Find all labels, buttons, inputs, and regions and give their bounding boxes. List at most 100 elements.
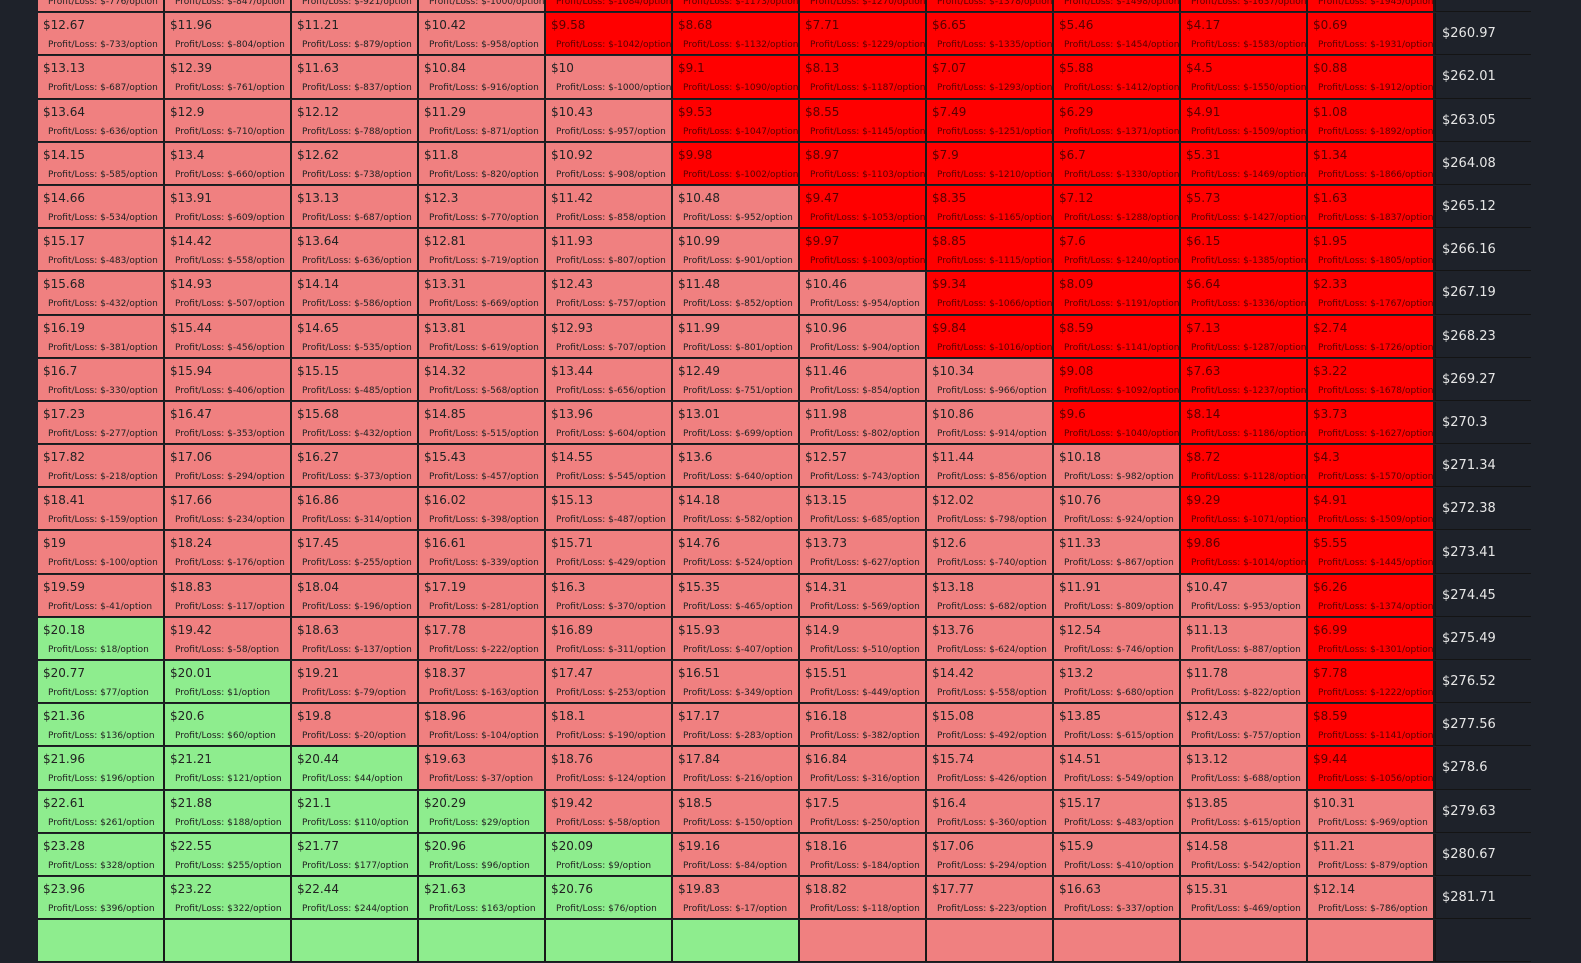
option-price-cell[interactable]: $19.83 Profit/Loss: $-17/option [673,876,800,920]
option-price-cell[interactable]: $15.68 Profit/Loss: $-432/option [292,401,419,445]
option-price-cell[interactable]: $16.18 Profit/Loss: $-382/option [800,704,927,747]
option-price-cell[interactable]: $16.4 Profit/Loss: $-360/option [927,790,1054,833]
option-price-cell[interactable]: $14.9 Profit/Loss: $-510/option [800,617,927,660]
option-price-cell[interactable]: Profit/Loss: $-1498/option [1054,0,1181,13]
option-price-cell[interactable]: $18.24 Profit/Loss: $-176/option [165,531,292,574]
option-price-cell[interactable]: $9.47 Profit/Loss: $-1053/option [800,185,927,229]
option-price-cell[interactable]: $13.01 Profit/Loss: $-699/option [673,401,800,445]
option-price-cell[interactable]: $10.47 Profit/Loss: $-953/option [1181,574,1308,617]
option-price-cell[interactable]: $12.57 Profit/Loss: $-743/option [800,445,927,488]
option-price-cell[interactable]: $5.55 Profit/Loss: $-1445/option [1308,531,1435,574]
option-price-cell[interactable]: $10.99 Profit/Loss: $-901/option [673,229,800,272]
option-price-cell[interactable] [673,920,800,963]
option-price-cell[interactable]: $6.64 Profit/Loss: $-1336/option [1181,272,1308,315]
option-price-cell[interactable]: $11.21 Profit/Loss: $-879/option [1308,833,1435,876]
option-price-cell[interactable]: $15.15 Profit/Loss: $-485/option [292,358,419,401]
option-price-cell[interactable]: $10.92 Profit/Loss: $-908/option [546,142,673,185]
option-price-cell[interactable]: $14.42 Profit/Loss: $-558/option [165,229,292,272]
option-price-cell[interactable]: $6.29 Profit/Loss: $-1371/option [1054,99,1181,142]
option-price-cell[interactable]: $15.44 Profit/Loss: $-456/option [165,315,292,358]
option-price-cell[interactable]: $6.15 Profit/Loss: $-1385/option [1181,229,1308,272]
option-price-cell[interactable]: $13.96 Profit/Loss: $-604/option [546,401,673,445]
option-price-cell[interactable]: Profit/Loss: $-921/option [292,0,419,13]
option-price-cell[interactable]: $16.47 Profit/Loss: $-353/option [165,401,292,445]
option-price-cell[interactable]: $12.3 Profit/Loss: $-770/option [419,185,546,229]
option-price-cell[interactable]: $1.08 Profit/Loss: $-1892/option [1308,99,1435,142]
option-price-cell[interactable]: $15.68 Profit/Loss: $-432/option [38,272,165,315]
option-price-cell[interactable]: $13.85 Profit/Loss: $-615/option [1181,790,1308,833]
option-price-cell[interactable]: $17.66 Profit/Loss: $-234/option [165,488,292,531]
option-price-cell[interactable]: $13.91 Profit/Loss: $-609/option [165,185,292,229]
option-price-cell[interactable]: $18.96 Profit/Loss: $-104/option [419,704,546,747]
option-price-cell[interactable]: $9.29 Profit/Loss: $-1071/option [1181,488,1308,531]
option-price-cell[interactable]: $19.16 Profit/Loss: $-84/option [673,833,800,876]
option-price-cell[interactable]: $13.13 Profit/Loss: $-687/option [292,185,419,229]
option-price-cell[interactable]: $13.15 Profit/Loss: $-685/option [800,488,927,531]
option-price-cell[interactable]: $2.74 Profit/Loss: $-1726/option [1308,315,1435,358]
option-price-cell[interactable]: Profit/Loss: $-1945/option [1308,0,1435,13]
option-price-cell[interactable]: Profit/Loss: $-1270/option [800,0,927,13]
option-price-cell[interactable]: $2.33 Profit/Loss: $-1767/option [1308,272,1435,315]
option-price-cell[interactable]: $17.06 Profit/Loss: $-294/option [165,445,292,488]
option-price-cell[interactable]: $10.18 Profit/Loss: $-982/option [1054,445,1181,488]
option-price-cell[interactable]: $19.63 Profit/Loss: $-37/option [419,747,546,790]
option-price-cell[interactable]: Profit/Loss: $-776/option [38,0,165,13]
option-price-cell[interactable]: $9.97 Profit/Loss: $-1003/option [800,229,927,272]
option-price-cell[interactable]: $9.08 Profit/Loss: $-1092/option [1054,358,1181,401]
option-price-cell[interactable]: $11.13 Profit/Loss: $-887/option [1181,617,1308,660]
option-price-cell[interactable]: $11.42 Profit/Loss: $-858/option [546,185,673,229]
option-price-cell[interactable]: $5.31 Profit/Loss: $-1469/option [1181,142,1308,185]
option-price-cell[interactable]: Profit/Loss: $-1378/option [927,0,1054,13]
option-price-cell[interactable]: $9.6 Profit/Loss: $-1040/option [1054,401,1181,445]
option-price-cell[interactable]: $16.7 Profit/Loss: $-330/option [38,358,165,401]
option-price-cell[interactable]: $13.31 Profit/Loss: $-669/option [419,272,546,315]
option-price-cell[interactable]: $18.37 Profit/Loss: $-163/option [419,661,546,704]
option-price-cell[interactable]: $17.23 Profit/Loss: $-277/option [38,401,165,445]
option-price-cell[interactable]: $4.91 Profit/Loss: $-1509/option [1308,488,1435,531]
option-price-cell[interactable]: $0.88 Profit/Loss: $-1912/option [1308,56,1435,99]
option-price-cell[interactable]: $11.46 Profit/Loss: $-854/option [800,358,927,401]
option-price-cell[interactable]: $17.45 Profit/Loss: $-255/option [292,531,419,574]
option-price-cell[interactable]: $12.14 Profit/Loss: $-786/option [1308,876,1435,920]
option-price-cell[interactable]: $11.96 Profit/Loss: $-804/option [165,13,292,56]
option-price-cell[interactable]: $10.46 Profit/Loss: $-954/option [800,272,927,315]
option-price-cell[interactable]: $10.48 Profit/Loss: $-952/option [673,185,800,229]
option-price-cell[interactable]: $3.73 Profit/Loss: $-1627/option [1308,401,1435,445]
option-price-cell[interactable]: $20.44 Profit/Loss: $44/option [292,747,419,790]
option-price-cell[interactable]: $12.43 Profit/Loss: $-757/option [1181,704,1308,747]
option-price-cell[interactable]: $21.88 Profit/Loss: $188/option [165,790,292,833]
option-price-cell[interactable]: $9.34 Profit/Loss: $-1066/option [927,272,1054,315]
option-price-cell[interactable]: $15.51 Profit/Loss: $-449/option [800,661,927,704]
option-price-cell[interactable]: $11.21 Profit/Loss: $-879/option [292,13,419,56]
option-price-cell[interactable]: Profit/Loss: $-1173/option [673,0,800,13]
option-price-cell[interactable]: $6.65 Profit/Loss: $-1335/option [927,13,1054,56]
option-price-cell[interactable]: $18.41 Profit/Loss: $-159/option [38,488,165,531]
option-price-cell[interactable]: $15.17 Profit/Loss: $-483/option [1054,790,1181,833]
option-price-cell[interactable]: $16.19 Profit/Loss: $-381/option [38,315,165,358]
option-price-cell[interactable]: $12.9 Profit/Loss: $-710/option [165,99,292,142]
option-price-cell[interactable]: $15.35 Profit/Loss: $-465/option [673,574,800,617]
option-price-cell[interactable]: $1.34 Profit/Loss: $-1866/option [1308,142,1435,185]
option-price-cell[interactable]: $5.46 Profit/Loss: $-1454/option [1054,13,1181,56]
option-price-cell[interactable]: $10.84 Profit/Loss: $-916/option [419,56,546,99]
option-price-cell[interactable]: $16.27 Profit/Loss: $-373/option [292,445,419,488]
option-price-cell[interactable]: $5.73 Profit/Loss: $-1427/option [1181,185,1308,229]
option-price-cell[interactable]: $8.35 Profit/Loss: $-1165/option [927,185,1054,229]
option-price-cell[interactable]: Profit/Loss: $-847/option [165,0,292,13]
option-price-cell[interactable]: $15.71 Profit/Loss: $-429/option [546,531,673,574]
option-price-cell[interactable] [1054,920,1181,963]
option-price-cell[interactable]: $9.44 Profit/Loss: $-1056/option [1308,747,1435,790]
option-price-cell[interactable]: $5.88 Profit/Loss: $-1412/option [1054,56,1181,99]
option-price-cell[interactable]: $8.09 Profit/Loss: $-1191/option [1054,272,1181,315]
option-price-cell[interactable] [419,920,546,963]
option-price-cell[interactable]: $16.51 Profit/Loss: $-349/option [673,661,800,704]
option-price-cell[interactable]: $9.58 Profit/Loss: $-1042/option [546,13,673,56]
option-price-cell[interactable]: $17.06 Profit/Loss: $-294/option [927,833,1054,876]
option-price-cell[interactable]: $17.19 Profit/Loss: $-281/option [419,574,546,617]
option-price-cell[interactable]: $12.43 Profit/Loss: $-757/option [546,272,673,315]
option-price-cell[interactable]: $14.31 Profit/Loss: $-569/option [800,574,927,617]
option-price-cell[interactable]: $11.98 Profit/Loss: $-802/option [800,401,927,445]
option-price-cell[interactable] [165,920,292,963]
option-price-cell[interactable]: $13.18 Profit/Loss: $-682/option [927,574,1054,617]
option-price-cell[interactable]: $9.84 Profit/Loss: $-1016/option [927,315,1054,358]
